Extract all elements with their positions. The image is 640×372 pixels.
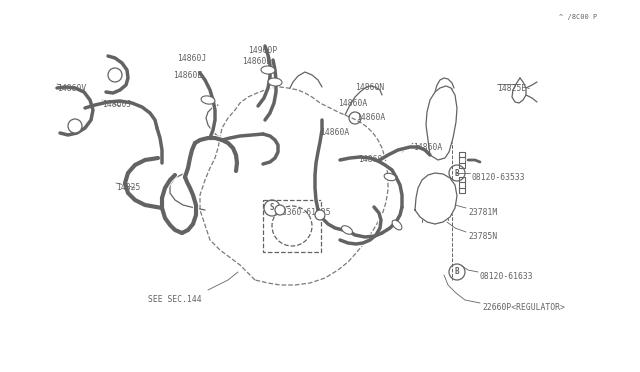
Text: S: S bbox=[269, 203, 275, 212]
Text: 14860J: 14860J bbox=[102, 100, 131, 109]
Circle shape bbox=[315, 210, 325, 220]
Text: 14860A: 14860A bbox=[338, 99, 367, 108]
Polygon shape bbox=[415, 173, 457, 224]
Circle shape bbox=[68, 119, 82, 133]
Ellipse shape bbox=[268, 78, 282, 86]
Text: 14860E: 14860E bbox=[173, 71, 202, 80]
Ellipse shape bbox=[342, 226, 353, 234]
Text: 14860A: 14860A bbox=[413, 143, 442, 152]
Ellipse shape bbox=[201, 96, 215, 104]
Text: 23781M: 23781M bbox=[468, 208, 497, 217]
Text: 14860A: 14860A bbox=[320, 128, 349, 137]
Text: 14860J: 14860J bbox=[177, 54, 206, 63]
Ellipse shape bbox=[261, 66, 275, 74]
Text: 14860V: 14860V bbox=[57, 84, 86, 93]
Circle shape bbox=[108, 68, 122, 82]
Text: ^ /8C00 P: ^ /8C00 P bbox=[559, 14, 597, 20]
Bar bbox=[263, 200, 321, 252]
Polygon shape bbox=[426, 86, 457, 160]
Text: SEE SEC.144: SEE SEC.144 bbox=[148, 295, 202, 304]
Text: 08120-61633: 08120-61633 bbox=[480, 272, 534, 281]
Ellipse shape bbox=[384, 173, 396, 181]
Text: 23785N: 23785N bbox=[468, 232, 497, 241]
Text: 14860A: 14860A bbox=[356, 113, 385, 122]
Text: B: B bbox=[454, 169, 460, 177]
Text: 08360-61425: 08360-61425 bbox=[278, 208, 332, 217]
Text: 14860E: 14860E bbox=[242, 57, 271, 66]
Ellipse shape bbox=[392, 220, 402, 230]
Circle shape bbox=[275, 205, 285, 215]
Text: B: B bbox=[454, 267, 460, 276]
Text: 14960P: 14960P bbox=[248, 46, 277, 55]
Text: 14825: 14825 bbox=[116, 183, 140, 192]
Text: 14860N: 14860N bbox=[355, 83, 384, 92]
Text: 08120-63533: 08120-63533 bbox=[472, 173, 525, 182]
Text: 14860: 14860 bbox=[358, 155, 382, 164]
Text: 14825E-: 14825E- bbox=[497, 84, 531, 93]
Text: 22660P<REGULATOR>: 22660P<REGULATOR> bbox=[482, 303, 565, 312]
